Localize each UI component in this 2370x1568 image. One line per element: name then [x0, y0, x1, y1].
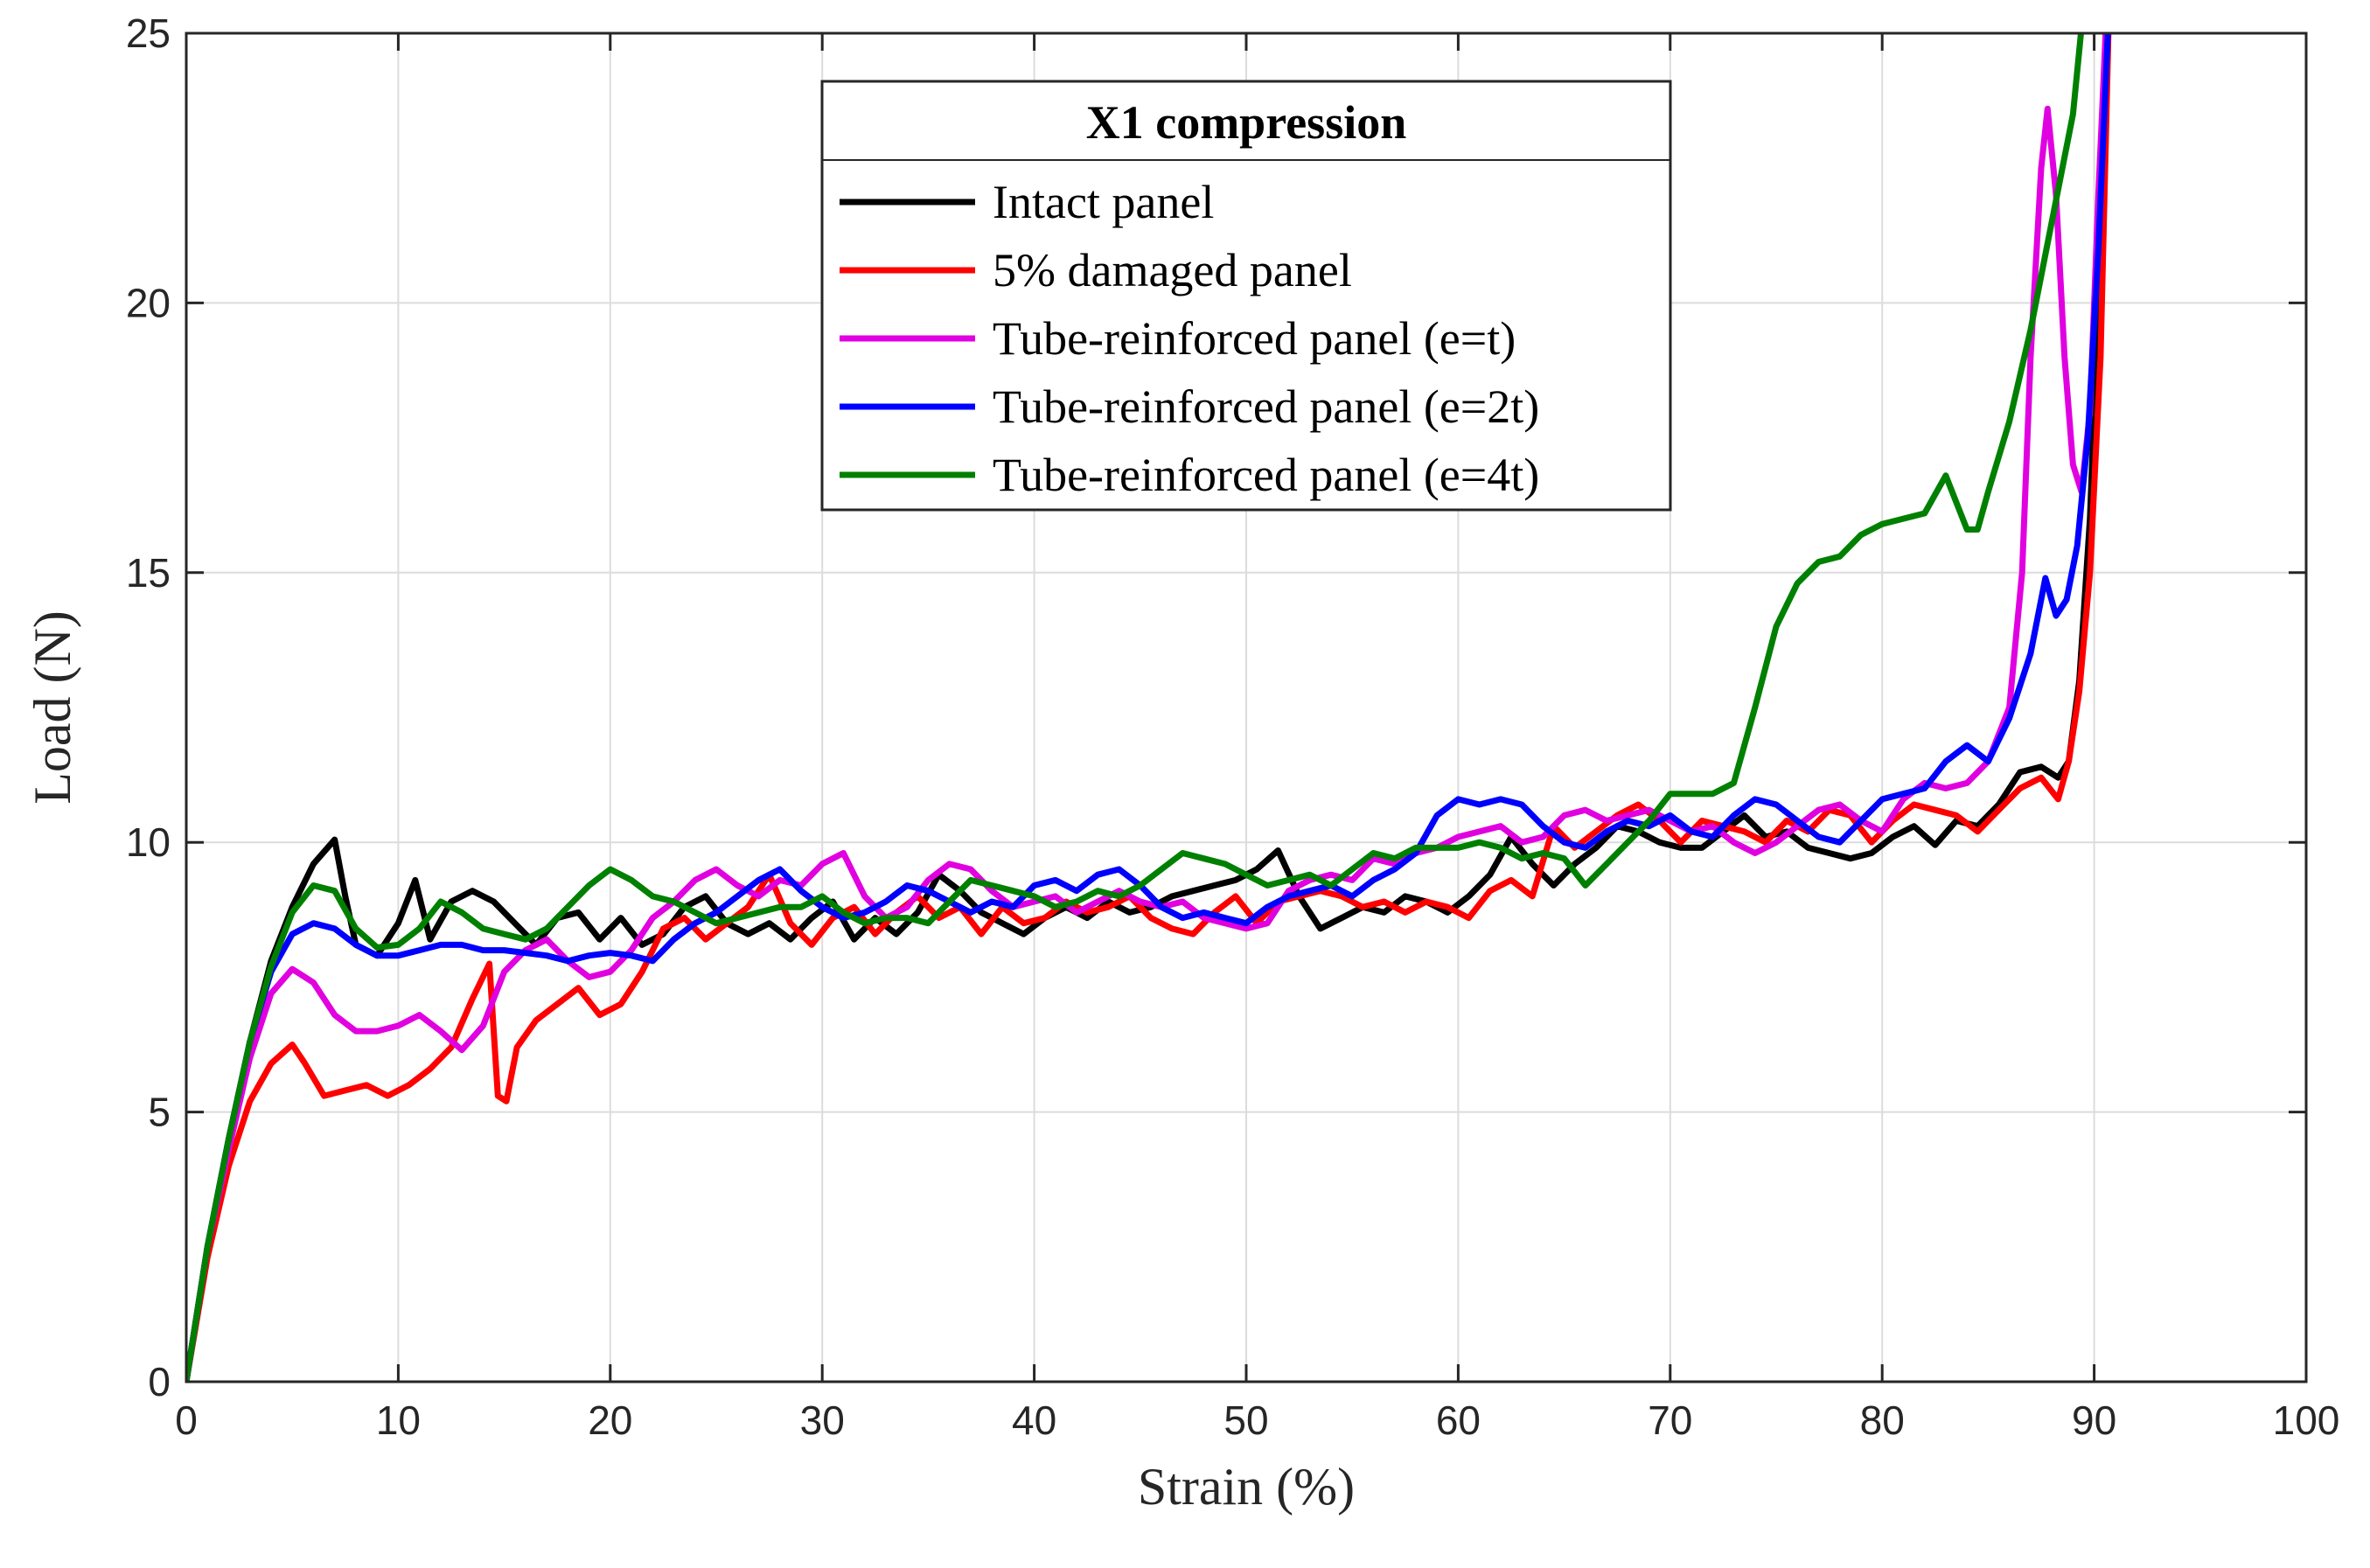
- x-tick-label: 50: [1223, 1397, 1268, 1443]
- legend-items: Intact panel 5% damaged panel Tube-reinfor…: [840, 176, 1539, 501]
- y-axis-title: Load (N): [24, 610, 81, 805]
- legend-label-2: 5% damaged panel: [993, 244, 1352, 296]
- series-line-5: [186, 33, 2084, 1382]
- legend: X1 compression Intact panel 5% damaged pa…: [820, 80, 1672, 512]
- x-tick-label: 30: [800, 1397, 845, 1443]
- legend-label-1: Intact panel: [993, 176, 1214, 228]
- y-tick-label: 15: [126, 550, 171, 596]
- legend-label-5: Tube-reinforced panel (e=4t): [993, 449, 1539, 501]
- legend-box: [820, 80, 1672, 512]
- legend-title: X1 compression: [1086, 96, 1407, 149]
- y-tick-label: 25: [126, 10, 171, 56]
- x-axis-title: Strain (%): [1138, 1458, 1355, 1516]
- x-tick-label: 20: [588, 1397, 632, 1443]
- y-tick-label: 5: [148, 1090, 171, 1135]
- tick-labels: 0 10 20 30 40 50 60 70 80 90 100 0 5 10 15 20 25: [126, 10, 2340, 1443]
- y-tick-label: 20: [126, 280, 171, 325]
- series-line-4: [186, 33, 2111, 1382]
- x-tick-label: 10: [376, 1397, 421, 1443]
- x-tick-label: 0: [175, 1397, 198, 1443]
- x-tick-label: 90: [2072, 1397, 2116, 1443]
- x-tick-label: 60: [1436, 1397, 1481, 1443]
- x-tick-label: 100: [2273, 1397, 2340, 1443]
- x-tick-label: 70: [1648, 1397, 1692, 1443]
- y-tick-label: 0: [148, 1359, 171, 1404]
- x-tick-label: 80: [1860, 1397, 1905, 1443]
- series-line-1: [186, 33, 2109, 1382]
- legend-label-3: Tube-reinforced panel (e=t): [993, 312, 1516, 365]
- axis-ticks: [185, 31, 2308, 1383]
- series-line-3: [186, 33, 2109, 1382]
- series-lines: [186, 33, 2112, 1382]
- plot-area-border: [185, 31, 2308, 1383]
- x-tick-label: 40: [1012, 1397, 1056, 1443]
- y-tick-label: 10: [126, 819, 171, 865]
- legend-label-4: Tube-reinforced panel (e=2t): [993, 380, 1539, 433]
